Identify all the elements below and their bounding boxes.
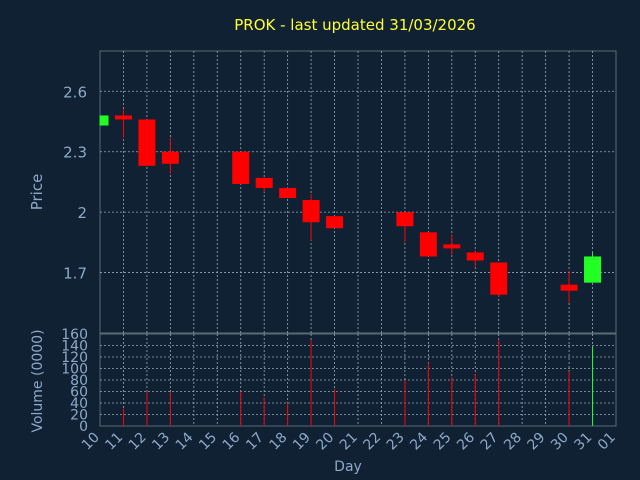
- candle-body: [255, 177, 273, 188]
- chart-title: PROK - last updated 31/03/2026: [234, 16, 475, 34]
- volume-y-tick-label: 140: [61, 339, 88, 355]
- candle-body: [138, 119, 156, 166]
- volume-y-tick-label: 60: [70, 385, 88, 401]
- candle-body: [490, 262, 508, 295]
- volume-y-tick-label: 80: [70, 373, 88, 389]
- candle-body: [560, 284, 578, 291]
- price-y-tick-label: 2.6: [63, 83, 87, 101]
- candle-body: [100, 115, 109, 126]
- price-panel: 1.7 2 2.3 2.6 Price: [28, 50, 617, 334]
- volume-y-tick-label: 120: [61, 350, 88, 366]
- volume-y-tick-label: 20: [70, 408, 88, 424]
- price-y-tick-label: 2.3: [63, 144, 87, 162]
- candle-body: [302, 200, 320, 223]
- candle-body: [161, 151, 179, 164]
- candle-body: [584, 256, 602, 283]
- volume-axis-label: Volume (0000): [30, 329, 46, 432]
- candle-body: [232, 151, 250, 184]
- price-axis-label: Price: [28, 174, 46, 211]
- candle-body: [396, 212, 414, 227]
- volume-y-tick-label: 100: [61, 362, 88, 378]
- price-y-tick-label: 1.7: [63, 265, 87, 283]
- candle-body: [419, 232, 437, 257]
- price-y-tick-label: 2: [77, 204, 87, 222]
- candle-body: [466, 252, 484, 261]
- candle-body: [326, 216, 344, 229]
- candle-body: [443, 244, 461, 249]
- x-axis-tick-labels: 10 11 12 13 14 15 16 17 18 19 20 21 22 23 24 25 26 27 28 29…: [79, 429, 619, 453]
- x-axis-label: Day: [334, 459, 362, 475]
- volume-bars: [122, 339, 594, 426]
- volume-y-tick-label: 160: [61, 327, 88, 343]
- volume-y-tick-label: 40: [70, 396, 88, 412]
- candle-body: [279, 187, 297, 199]
- volume-y-tick-label: 0: [79, 419, 88, 435]
- candle-body: [114, 115, 132, 120]
- price-y-tick-labels: 1.7 2 2.3 2.6: [63, 83, 87, 282]
- price-candles: [99, 109, 602, 303]
